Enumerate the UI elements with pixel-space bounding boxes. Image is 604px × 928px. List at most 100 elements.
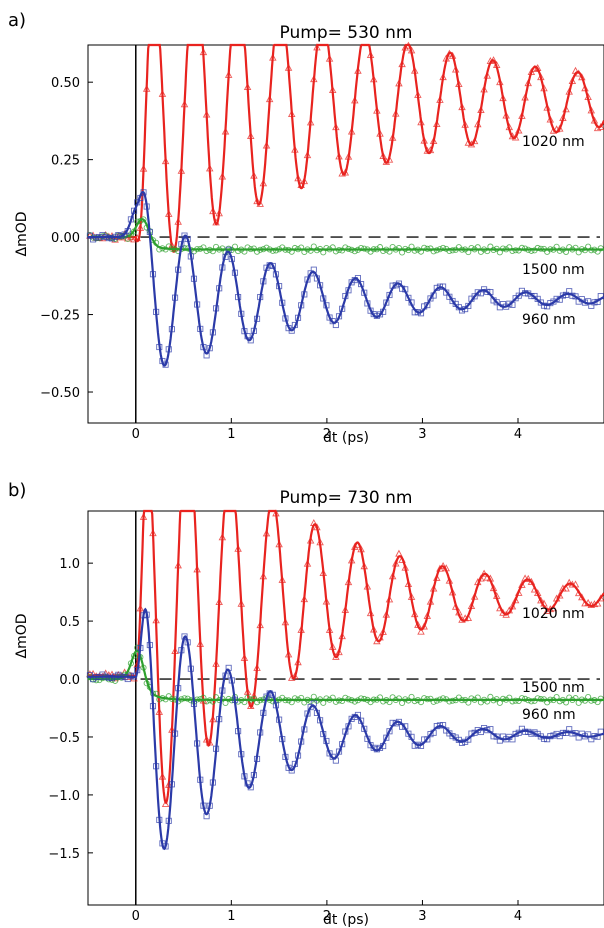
x-tick-label: 4	[514, 427, 522, 442]
y-tick-label: −1.0	[48, 789, 80, 804]
data-point	[484, 288, 491, 295]
x-axis-label-b: dt (ps)	[323, 912, 369, 928]
data-point	[427, 731, 434, 738]
data-point	[565, 578, 573, 586]
series-label-1500-a: 1500 nm	[522, 262, 585, 278]
data-point	[578, 593, 586, 601]
data-point	[556, 698, 563, 705]
data-point	[370, 744, 377, 751]
y-tick-label: 0.0	[59, 673, 80, 688]
series-label-960-b: 960 nm	[522, 707, 576, 723]
data-point	[537, 299, 544, 306]
y-tick-label: 0.25	[51, 154, 80, 169]
data-point	[559, 292, 566, 299]
data-point	[509, 247, 516, 254]
data-point	[307, 247, 314, 254]
data-point	[493, 733, 500, 740]
data-point	[465, 302, 472, 309]
data-point	[518, 580, 526, 588]
data-point	[392, 282, 399, 289]
x-tick-label: 2	[323, 427, 331, 442]
data-point	[323, 245, 330, 252]
data-point	[341, 168, 350, 176]
data-point	[86, 672, 93, 679]
series-label-1020-b: 1020 nm	[522, 606, 585, 622]
chart-title-a: Pump= 530 nm	[280, 23, 413, 43]
plot-frame-b	[87, 510, 604, 906]
y-tick-label: −0.25	[40, 309, 80, 324]
y-tick-label: −1.5	[48, 847, 80, 862]
data-point	[288, 327, 295, 334]
data-point	[108, 675, 116, 682]
axis-ticks-a: 0 1 2 3 4 −0.50 −0.25 0.00 0.25 0.50	[40, 76, 522, 442]
data-point	[417, 627, 425, 635]
x-tick-label: 3	[418, 909, 426, 924]
data-point	[405, 730, 412, 737]
plot-frame-a	[87, 44, 604, 424]
data-point	[449, 733, 456, 740]
x-tick-label: 0	[132, 909, 140, 924]
data-point	[380, 247, 387, 255]
y-tick-label: 0.00	[51, 231, 80, 246]
series-line	[88, 218, 604, 251]
data-point	[493, 299, 500, 306]
data-point	[544, 303, 551, 310]
data-point	[468, 695, 475, 702]
data-point	[348, 715, 355, 722]
data-point	[515, 126, 523, 134]
data-point	[468, 245, 475, 252]
x-axis-label-a: dt (ps)	[323, 430, 369, 446]
data-point	[86, 232, 93, 239]
data-point	[108, 235, 116, 242]
data-point	[511, 596, 520, 604]
data-point	[528, 247, 535, 254]
data-point	[137, 217, 144, 225]
data-point	[420, 622, 428, 630]
x-tick-label: 4	[514, 909, 522, 924]
y-axis-label-a: ΔmOD	[14, 211, 30, 256]
x-tick-label: 0	[132, 427, 140, 442]
panel-label-b: b)	[8, 480, 26, 501]
x-tick-label: 1	[227, 427, 235, 442]
data-point	[515, 292, 522, 299]
data-point	[307, 704, 314, 711]
data-point	[474, 289, 481, 296]
data-point	[446, 247, 453, 255]
y-axis-label-b: ΔmOD	[14, 613, 30, 658]
y-tick-label: 1.0	[59, 557, 80, 572]
series-line	[88, 509, 604, 805]
data-point	[543, 606, 551, 614]
x-tick-label: 3	[418, 427, 426, 442]
data-point	[269, 247, 276, 254]
data-point	[556, 247, 563, 254]
data-point	[556, 124, 564, 132]
data-point	[471, 293, 478, 300]
series-label-1500-b: 1500 nm	[522, 680, 585, 696]
series-label-1020-a: 1020 nm	[522, 134, 585, 150]
data-point	[470, 137, 479, 145]
data-point	[395, 245, 402, 252]
data-point	[528, 698, 535, 705]
panel-a: a) Pump= 530 nm ΔmOD dt (ps) 0 1 2 3 4 −0.50 −…	[8, 10, 604, 446]
data-point	[121, 231, 128, 238]
data-point	[358, 695, 365, 702]
data-point	[515, 729, 522, 736]
data-point	[575, 699, 582, 706]
y-tick-label: −0.5	[48, 731, 80, 746]
data-point	[424, 736, 431, 743]
axis-ticks-b: 0 1 2 3 4 −1.5 −1.0 −0.5 0.0 0.5 1.0	[48, 557, 522, 924]
x-tick-label: 1	[227, 909, 235, 924]
x-tick-label: 2	[323, 909, 331, 924]
data-point	[597, 695, 604, 702]
panel-b: b) Pump= 730 nm ΔmOD dt (ps) 0 1 2 3 4 −1.5 −1…	[8, 480, 604, 928]
data-point	[597, 245, 604, 252]
series-line	[88, 607, 604, 851]
data-point	[411, 698, 418, 705]
series-label-960-a: 960 nm	[522, 312, 576, 328]
data-point	[161, 800, 170, 808]
data-point	[307, 270, 314, 277]
data-point	[458, 739, 466, 746]
series-line	[88, 649, 604, 701]
panel-label-a: a)	[8, 10, 26, 31]
